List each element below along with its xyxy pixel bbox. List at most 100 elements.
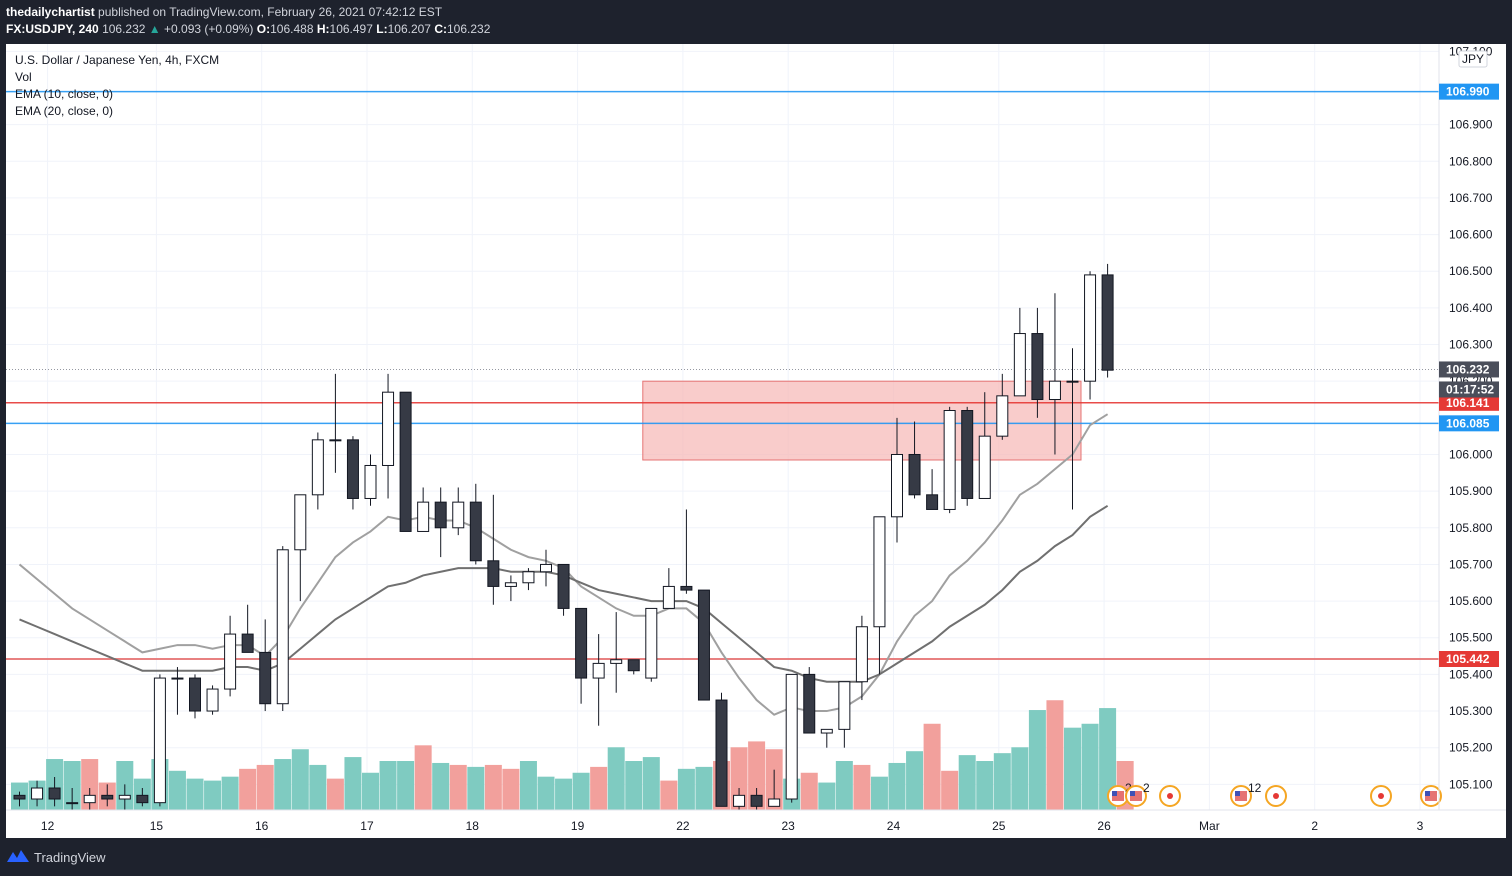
candle-body[interactable] xyxy=(768,798,781,807)
event-dot-center xyxy=(1273,793,1279,799)
price-tick-label: 105.800 xyxy=(1449,521,1493,535)
candle-body[interactable] xyxy=(996,395,1009,437)
volume-bar xyxy=(467,766,485,810)
tradingview-brand[interactable]: TradingView xyxy=(34,850,106,865)
candle-body[interactable] xyxy=(434,501,447,529)
candle-body[interactable] xyxy=(873,516,886,628)
time-tick-label: 16 xyxy=(255,819,269,833)
price-tick-label: 105.300 xyxy=(1449,704,1493,718)
candle-body[interactable] xyxy=(241,633,254,653)
candle-body[interactable] xyxy=(118,794,131,800)
legend-ema10[interactable]: EMA (10, close, 0) xyxy=(15,87,113,101)
candle-body[interactable] xyxy=(961,410,974,499)
candle-body[interactable] xyxy=(610,659,623,664)
candle-body[interactable] xyxy=(153,677,166,804)
volume-bar xyxy=(677,768,695,810)
candle-body[interactable] xyxy=(399,391,412,532)
candle-body[interactable] xyxy=(83,794,96,804)
candle-body[interactable] xyxy=(662,585,675,609)
candle-body[interactable] xyxy=(1066,380,1079,383)
legend-ema20[interactable]: EMA (20, close, 0) xyxy=(15,104,113,118)
candle-body[interactable] xyxy=(329,439,342,442)
volume-bar xyxy=(309,764,327,810)
candle-body[interactable] xyxy=(136,794,149,804)
candle-body[interactable] xyxy=(189,677,201,712)
candle-body[interactable] xyxy=(31,787,44,800)
time-tick-label: 19 xyxy=(571,819,585,833)
volume-bar xyxy=(642,757,660,810)
candle-body[interactable] xyxy=(733,794,746,807)
currency-badge[interactable]: JPY xyxy=(1458,50,1488,68)
candle-body[interactable] xyxy=(294,494,307,551)
legend-vol[interactable]: Vol xyxy=(15,70,32,84)
volume-bar xyxy=(835,761,853,810)
candle-body[interactable] xyxy=(715,699,728,807)
candle-body[interactable] xyxy=(259,651,272,705)
candle-body[interactable] xyxy=(276,549,289,705)
candle-body[interactable] xyxy=(803,673,816,734)
volume-bar xyxy=(168,770,186,810)
price-label: 105.442 xyxy=(1446,652,1490,666)
price-tick-label: 106.500 xyxy=(1449,264,1493,278)
candle-body[interactable] xyxy=(785,673,798,800)
last-price: 106.232 xyxy=(102,22,146,36)
candle-body[interactable] xyxy=(926,494,939,510)
candle-body[interactable] xyxy=(855,626,868,683)
candle-body[interactable] xyxy=(487,560,500,587)
candle-body[interactable] xyxy=(206,688,219,712)
candle-body[interactable] xyxy=(943,410,956,510)
candle-body[interactable] xyxy=(346,439,359,499)
candle-body[interactable] xyxy=(66,802,79,805)
candle-body[interactable] xyxy=(697,589,710,701)
candle-body[interactable] xyxy=(13,794,26,800)
volume-bar xyxy=(590,766,608,810)
candle-body[interactable] xyxy=(750,794,763,807)
open-label: O: xyxy=(256,22,271,36)
candle-body[interactable] xyxy=(592,662,605,679)
candle-body[interactable] xyxy=(575,607,588,679)
candle-body[interactable] xyxy=(1101,274,1114,371)
candle-body[interactable] xyxy=(504,582,517,587)
candle-body[interactable] xyxy=(101,794,114,800)
us-flag-stripes xyxy=(1112,791,1124,801)
publisher-name[interactable]: thedailychartist xyxy=(6,5,95,19)
candle-body[interactable] xyxy=(522,571,535,584)
candle-body[interactable] xyxy=(469,501,482,562)
candle-body[interactable] xyxy=(680,585,693,591)
candle-body[interactable] xyxy=(1013,333,1026,397)
candle-body[interactable] xyxy=(1031,333,1044,401)
candle-body[interactable] xyxy=(627,659,640,672)
candle-body[interactable] xyxy=(364,464,377,499)
candle-body[interactable] xyxy=(557,563,570,609)
event-count: 12 xyxy=(1248,781,1262,795)
candle-body[interactable] xyxy=(820,728,833,734)
candle-body[interactable] xyxy=(1048,380,1061,401)
volume-bars xyxy=(11,700,1134,810)
candle-body[interactable] xyxy=(452,501,465,529)
volume-bar xyxy=(555,778,573,810)
volume-bar xyxy=(344,757,362,810)
price-axis[interactable]: 107.100106.900106.800106.700106.600106.5… xyxy=(1449,44,1493,791)
tradingview-logo-icon[interactable] xyxy=(7,848,31,864)
volume-bar xyxy=(730,747,748,810)
candle-body[interactable] xyxy=(171,677,184,680)
candle-body[interactable] xyxy=(838,681,851,730)
candle-body[interactable] xyxy=(540,563,552,573)
volume-bar xyxy=(362,772,379,810)
price-label-box xyxy=(1439,83,1499,100)
candle-body[interactable] xyxy=(48,787,61,800)
time-axis[interactable]: 12 15 16 17 18 19 22 23 24 25 26 Mar 2 3 xyxy=(41,819,1424,833)
legend-title[interactable]: U.S. Dollar / Japanese Yen, 4h, FXCM xyxy=(15,53,219,67)
candle-body[interactable] xyxy=(645,607,658,679)
candle-body[interactable] xyxy=(311,439,324,496)
candle-body[interactable] xyxy=(978,435,991,499)
candle-body[interactable] xyxy=(891,453,903,518)
countdown-box xyxy=(1439,381,1499,398)
candle-body[interactable] xyxy=(224,633,237,690)
candle-body[interactable] xyxy=(417,501,430,532)
candle-body[interactable] xyxy=(382,391,395,466)
candle-body[interactable] xyxy=(908,453,921,496)
candle-body[interactable] xyxy=(1084,274,1097,382)
time-tick-label: 23 xyxy=(782,819,796,833)
